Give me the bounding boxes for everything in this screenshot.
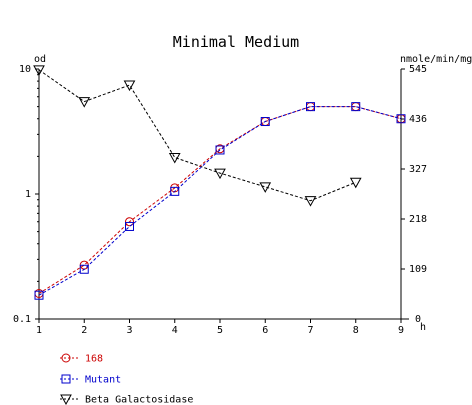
data-point [306,102,315,112]
series-line [38,106,402,294]
data-point [349,177,362,189]
legend: 168 Mutant Beta Galactosidase [60,353,193,405]
chart-title: Minimal Medium [173,33,299,51]
data-point [168,153,181,164]
legend-marker [60,394,72,405]
series-1 [34,102,406,300]
series-line [38,69,356,202]
series-0 [34,102,406,298]
data-point [125,217,134,227]
legend-label: Beta Galactosidase [85,395,193,405]
left-tick-label: 0.1 [13,314,31,325]
legend-item: Mutant [60,374,121,386]
legend-item: Beta Galactosidase [60,394,193,405]
x-tick-label: 1 [36,325,42,336]
legend-marker [61,374,71,384]
x-tick-label: 4 [172,325,178,336]
x-tick-label: 3 [126,325,132,336]
right-tick-label: 0 [415,314,421,325]
data-point [304,196,317,207]
x-axis-unit-label: h [420,322,426,333]
left-tick-label: 1 [25,189,31,200]
x-tick-label: 7 [307,325,313,336]
x-tick-label: 5 [217,325,223,336]
data-point [396,114,406,124]
data-point [214,168,226,180]
right-tick-label: 218 [409,214,427,225]
data-point [125,221,134,231]
x-tick-label: 9 [398,325,404,336]
legend-label: Mutant [85,375,121,386]
data-point [78,97,91,108]
data-point [79,264,89,274]
right-tick-label: 436 [409,114,427,125]
data-point [260,117,270,127]
right-axis-label: nmole/min/mg [400,54,472,65]
series-2 [33,65,362,207]
data-point [123,80,136,92]
series-line [38,106,402,296]
axes: 1 2 3 4 5 6 7 8 9 0.1 1 10 0 109 218 327 436 545 [13,64,427,336]
left-axis-label: od [34,54,46,65]
data-point [215,145,225,155]
x-tick-label: 2 [81,325,87,336]
data-point [170,186,180,196]
right-tick-label: 109 [409,264,427,275]
data-point [33,65,45,76]
right-tick-label: 545 [409,64,427,75]
left-tick-label: 10 [19,64,31,75]
series-layer [33,65,406,300]
data-point [351,102,361,112]
legend-marker [61,353,71,363]
x-tick-label: 8 [353,325,359,336]
legend-label: 168 [85,354,103,365]
right-tick-label: 327 [409,164,427,175]
legend-item: 168 [60,353,103,365]
x-tick-label: 6 [262,325,268,336]
data-point [34,290,44,300]
data-point [259,182,272,193]
